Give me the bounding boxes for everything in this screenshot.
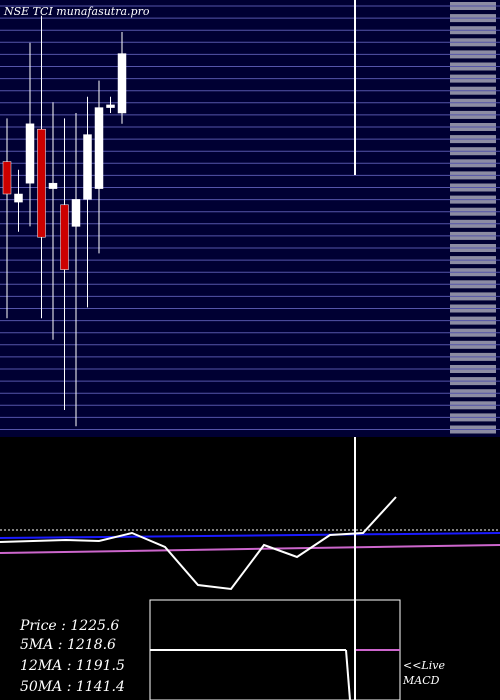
- candle-up: [117, 53, 127, 114]
- candle-up: [25, 123, 35, 184]
- candle-up: [71, 199, 81, 227]
- y-axis-labels: [450, 2, 500, 434]
- candle-down: [37, 128, 46, 238]
- candle-down: [2, 161, 12, 195]
- price-grid: [0, 5, 450, 430]
- ma12-readout: 12MA : 1191.5: [20, 658, 125, 674]
- macd-label: MACD: [402, 674, 440, 687]
- macd-drop-line: [345, 649, 351, 700]
- macd-series-line: [0, 496, 397, 591]
- candle-up: [106, 104, 115, 108]
- macd-pink-line: [0, 544, 500, 554]
- price-readout: Price : 1225.6: [19, 618, 119, 634]
- candle-up: [83, 134, 92, 200]
- candle-up: [94, 107, 104, 189]
- macd-panel: [0, 496, 500, 591]
- price-panel-background: [0, 0, 500, 437]
- chart-title: NSE TCI munafasutra.pro: [3, 5, 150, 18]
- candle-down: [60, 204, 69, 270]
- candlesticks: [2, 15, 127, 427]
- live-label: <<Live: [403, 659, 445, 672]
- candle-up: [48, 182, 58, 189]
- candle-up: [14, 193, 23, 203]
- macd-blue-line: [0, 532, 500, 539]
- ma50-readout: 50MA : 1141.4: [20, 679, 125, 695]
- ma5-readout: 5MA : 1218.6: [20, 637, 116, 653]
